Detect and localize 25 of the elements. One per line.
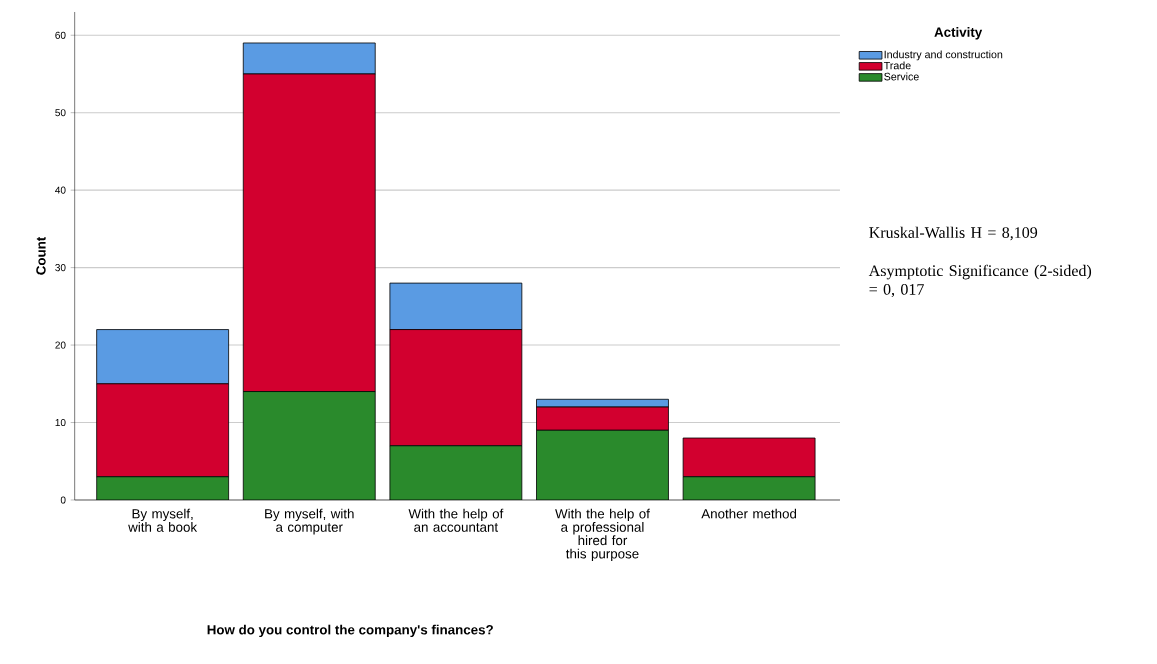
text: Asymptotic Significance (2-sided) = 0, 017 <box>868 264 1092 298</box>
legend-title: Activity <box>934 27 983 40</box>
bar <box>682 476 816 500</box>
y-tick-label: 10 <box>55 418 66 427</box>
x-tick-label: With the help of an accountant <box>408 508 504 532</box>
y-axis-title: Count <box>36 236 46 275</box>
x-tick-label: With the help of a professional hired for this purpose <box>555 508 650 562</box>
y-tick-label: 20 <box>55 341 66 349</box>
legend-label: Trade <box>883 61 911 70</box>
bar <box>242 391 376 500</box>
y-tick-label: 0 <box>60 496 66 504</box>
y-tick-label: 30 <box>55 264 66 272</box>
legend-label: Industry and construction <box>884 50 1003 61</box>
y-tick-label: 50 <box>55 109 66 117</box>
y-tick-label: 60 <box>55 31 66 39</box>
bar <box>389 445 523 500</box>
x-tick-label: Another method <box>701 508 797 519</box>
y-tick-label: 40 <box>55 186 66 194</box>
x-axis-title: How do you control the company's finances? <box>207 624 493 638</box>
legend-label: Service <box>884 72 919 81</box>
bar <box>96 476 230 500</box>
x-tick-label: By myself, with a book <box>128 508 198 532</box>
x-tick-label: By myself, with a computer <box>265 508 354 535</box>
text: Kruskal-Wallis H = 8,109 <box>869 226 1038 241</box>
bar <box>536 429 669 500</box>
